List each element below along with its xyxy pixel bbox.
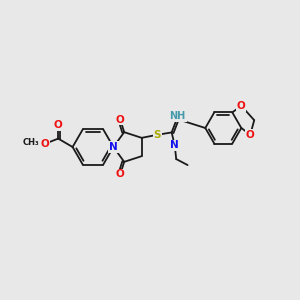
Text: CH₃: CH₃ bbox=[23, 138, 40, 147]
Text: O: O bbox=[40, 139, 49, 149]
Text: O: O bbox=[246, 130, 255, 140]
Text: O: O bbox=[116, 169, 124, 179]
Text: O: O bbox=[116, 115, 124, 124]
Text: O: O bbox=[237, 101, 246, 111]
Text: NH: NH bbox=[169, 111, 186, 121]
Text: O: O bbox=[54, 120, 63, 130]
Text: N: N bbox=[109, 142, 118, 152]
Text: N: N bbox=[170, 140, 179, 150]
Text: S: S bbox=[154, 130, 161, 140]
